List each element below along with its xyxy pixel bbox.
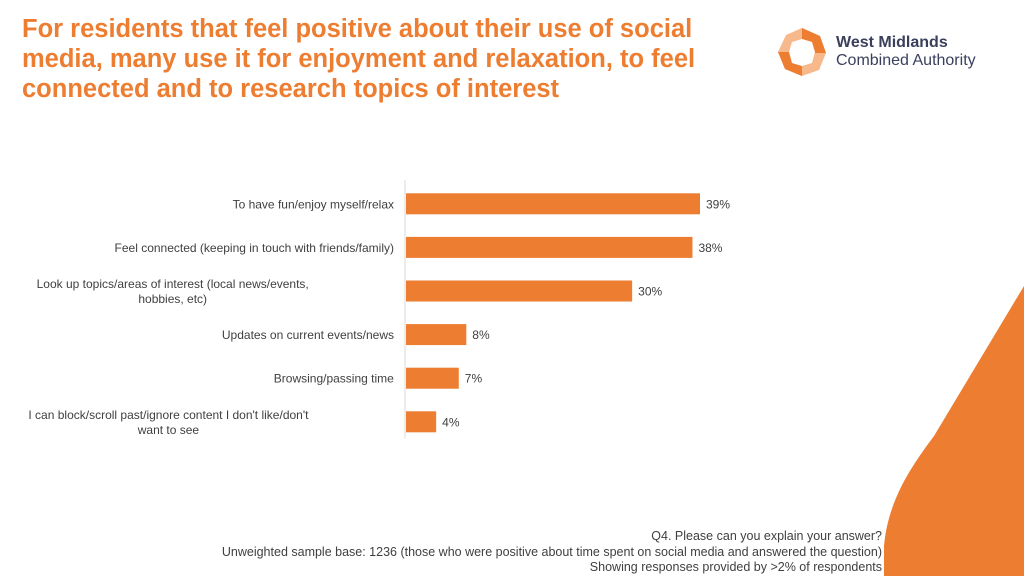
logo-line1: West Midlands <box>836 34 948 51</box>
footer-question: Q4. Please can you explain your answer? <box>651 529 882 543</box>
bar-chart: 39% To have fun/enjoy myself/relax 38% Feel… <box>28 180 730 439</box>
bar <box>406 236 693 258</box>
footer-note: Showing responses provided by >2% of res… <box>589 560 882 574</box>
bar <box>406 280 633 302</box>
category-label: Look up topics/areas of interest (local … <box>37 277 309 306</box>
decorative-corner-shape <box>884 286 1024 576</box>
category-label: To have fun/enjoy myself/relax <box>233 197 394 211</box>
category-label: Browsing/passing time <box>274 372 394 386</box>
wmca-logo: West Midlands Combined Authority <box>776 26 1006 76</box>
bar <box>406 193 700 215</box>
footer-notes: Q4. Please can you explain your answer? … <box>222 529 882 576</box>
category-label: Feel connected (keeping in touch with fr… <box>115 241 394 255</box>
category-label: Updates on current events/news <box>222 328 394 342</box>
data-label: 39% <box>706 197 730 211</box>
chart-title: For residents that feel positive about t… <box>22 15 696 103</box>
category-label-line: Feel connected (keeping in touch with fr… <box>115 241 394 255</box>
category-label-line: hobbies, etc) <box>138 292 207 306</box>
category-label: I can block/scroll past/ignore content I… <box>28 408 309 437</box>
wmca-logo-icon <box>778 28 826 76</box>
category-label-line: I can block/scroll past/ignore content I… <box>28 408 309 422</box>
logo-line2: Combined Authority <box>836 52 976 69</box>
category-label-line: Updates on current events/news <box>222 328 394 342</box>
category-label-line: Look up topics/areas of interest (local … <box>37 277 309 291</box>
bar <box>406 367 459 389</box>
category-label-line: To have fun/enjoy myself/relax <box>233 197 394 211</box>
bar <box>406 411 437 433</box>
data-label: 4% <box>442 415 460 429</box>
bar <box>406 324 467 346</box>
category-label-line: want to see <box>137 423 200 437</box>
category-label-line: Browsing/passing time <box>274 372 394 386</box>
data-label: 8% <box>472 328 490 342</box>
footer-sample-base: Unweighted sample base: 1236 (those who … <box>221 544 882 559</box>
data-label: 30% <box>638 285 662 299</box>
data-label: 38% <box>698 241 722 255</box>
data-label: 7% <box>465 372 483 386</box>
